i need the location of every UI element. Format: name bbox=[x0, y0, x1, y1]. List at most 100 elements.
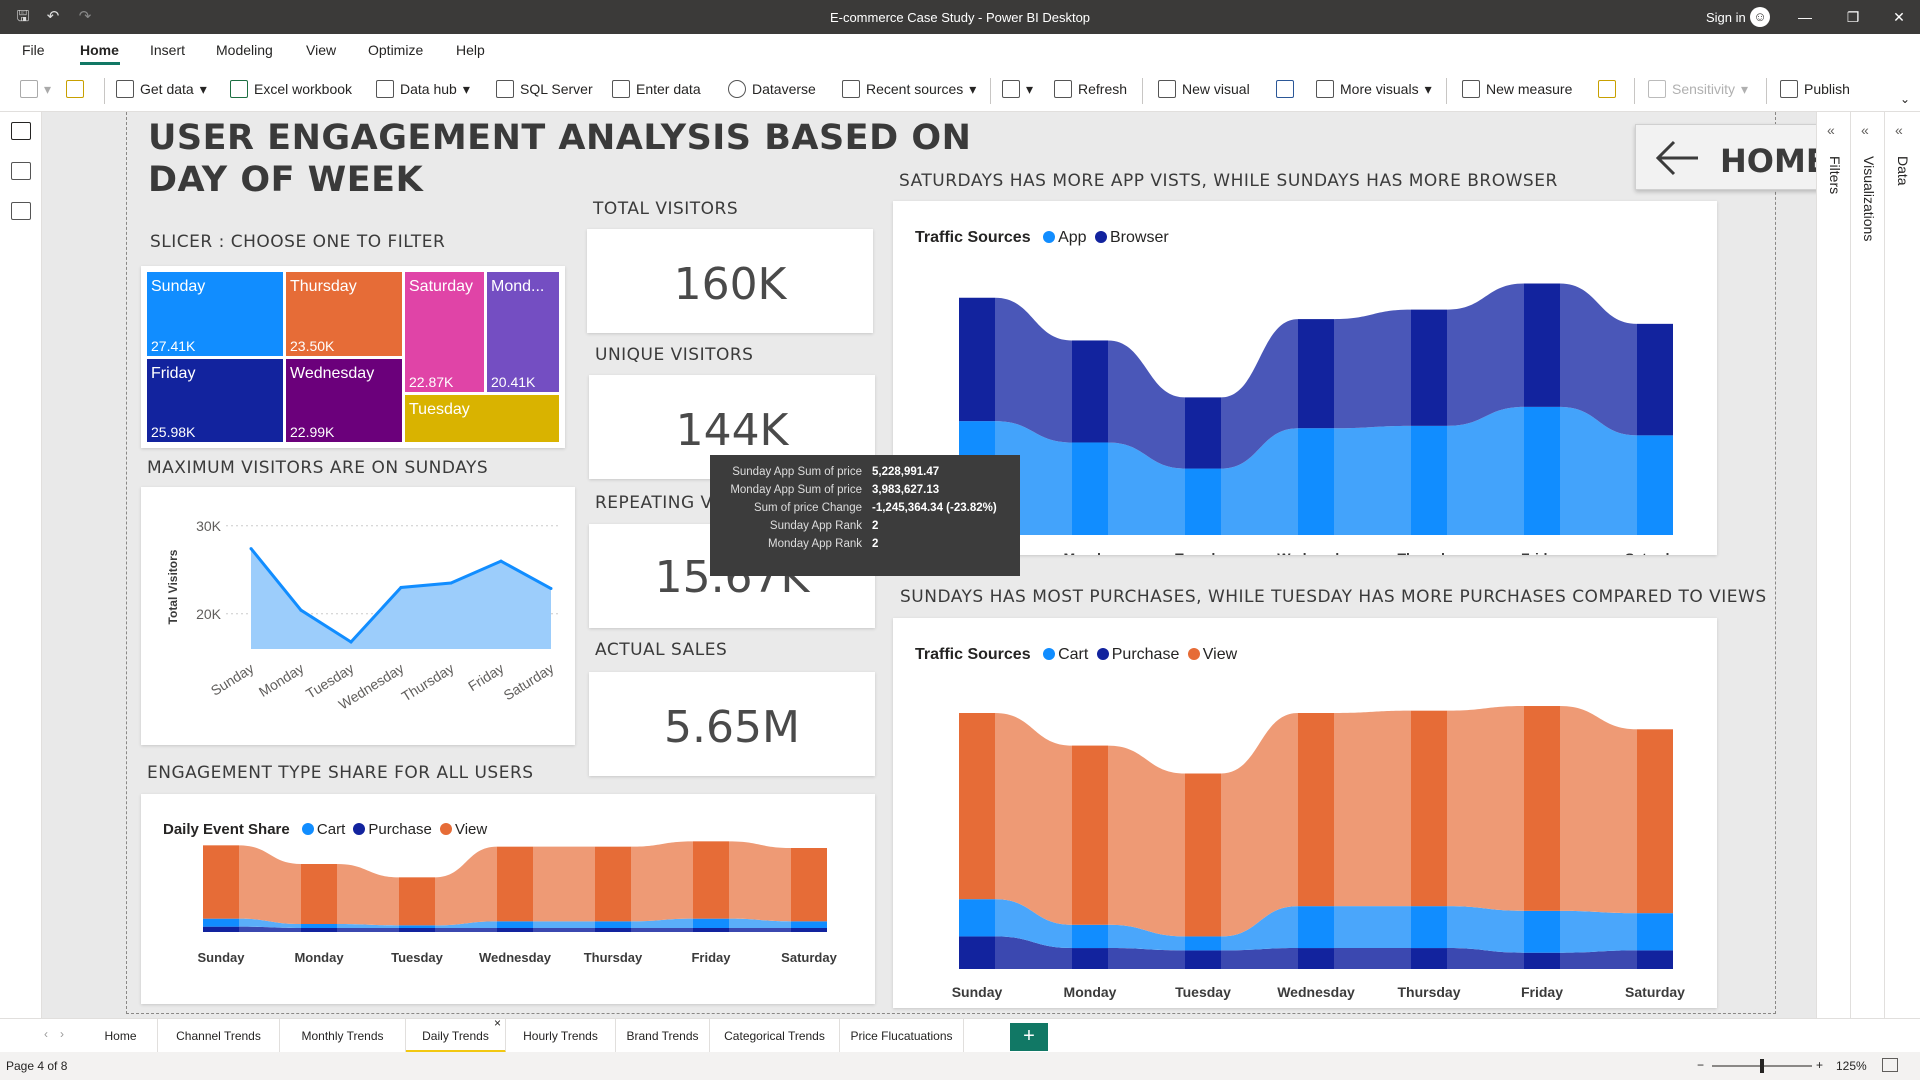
new-visual-button[interactable]: New visual bbox=[1158, 80, 1250, 98]
data-point[interactable] bbox=[399, 585, 403, 589]
tab-home[interactable]: Home bbox=[84, 1019, 158, 1053]
ribbon-column-segment[interactable] bbox=[791, 848, 827, 922]
expand-visualizations-icon[interactable]: « bbox=[1861, 122, 1869, 138]
legend-purchase[interactable]: Purchase bbox=[368, 821, 432, 838]
get-data-button[interactable]: Get data ▾ bbox=[116, 80, 207, 98]
tab-scroll-left-icon[interactable]: ‹ bbox=[44, 1027, 48, 1041]
ribbon-column-segment[interactable] bbox=[693, 928, 729, 932]
recent-sources-button[interactable]: Recent sources ▾ bbox=[842, 80, 976, 98]
save-icon[interactable]: 🖫 bbox=[16, 8, 30, 25]
visualizations-pane[interactable]: « Visualizations bbox=[1851, 112, 1885, 1018]
tab-scroll-right-icon[interactable]: › bbox=[60, 1027, 64, 1041]
ribbon-column-segment[interactable] bbox=[595, 928, 631, 932]
new-measure-button[interactable]: New measure bbox=[1462, 80, 1572, 98]
treemap-cell-mond[interactable]: Mond... 20.41K bbox=[486, 271, 560, 393]
ribbon-column-segment[interactable] bbox=[1072, 745, 1108, 925]
ribbon-column-segment[interactable] bbox=[693, 841, 729, 919]
menu-home[interactable]: Home bbox=[80, 42, 119, 58]
zoom-in-button[interactable]: + bbox=[1816, 1058, 1824, 1072]
ribbon-column-segment[interactable] bbox=[497, 846, 533, 922]
ribbon-column-segment[interactable] bbox=[301, 928, 337, 932]
ribbon-column-segment[interactable] bbox=[399, 925, 435, 928]
close-tab-icon[interactable]: × bbox=[494, 1016, 502, 1030]
ribbon-column-segment[interactable] bbox=[959, 936, 995, 969]
ribbon-column-segment[interactable] bbox=[791, 928, 827, 932]
ribbon-column-segment[interactable] bbox=[1298, 948, 1334, 969]
ribbon-column-segment[interactable] bbox=[1298, 906, 1334, 949]
treemap-cell-saturday[interactable]: Saturday 22.87K bbox=[404, 271, 485, 393]
tab-channel-trends[interactable]: Channel Trends bbox=[158, 1019, 280, 1053]
sql-server-button[interactable]: SQL Server bbox=[496, 80, 593, 98]
ribbon-column-segment[interactable] bbox=[1637, 729, 1673, 914]
visitors-line-chart[interactable]: 30K 20K Total Visitors Sunday Monday Tuesday W… bbox=[141, 487, 575, 745]
ribbon-column-segment[interactable] bbox=[1524, 706, 1560, 911]
ribbon-column-segment[interactable] bbox=[1524, 406, 1560, 535]
ribbon-column-segment[interactable] bbox=[1524, 952, 1560, 969]
sign-in-link[interactable]: Sign in bbox=[1706, 10, 1746, 25]
ribbon-column-segment[interactable] bbox=[1637, 435, 1673, 535]
ribbon-column-segment[interactable] bbox=[959, 899, 995, 937]
ribbon-column-segment[interactable] bbox=[959, 713, 995, 900]
filters-pane[interactable]: « Filters bbox=[1817, 112, 1851, 1018]
ribbon-column-segment[interactable] bbox=[1072, 442, 1108, 535]
ribbon-column-segment[interactable] bbox=[203, 918, 239, 927]
treemap-cell-thursday[interactable]: Thursday 23.50K bbox=[285, 271, 403, 357]
ribbon-column-segment[interactable] bbox=[1185, 773, 1221, 937]
home-button[interactable]: HOME bbox=[1635, 124, 1841, 190]
tab-price-flucatuations[interactable]: Price Flucatuations bbox=[840, 1019, 964, 1053]
ribbon-column-segment[interactable] bbox=[1072, 340, 1108, 443]
publish-button[interactable]: Publish bbox=[1780, 80, 1850, 98]
app-browser-ribbon-chart[interactable]: Traffic Sources App Browser SundayMonday… bbox=[893, 201, 1717, 555]
format-painter-button[interactable] bbox=[66, 80, 84, 98]
restore-button[interactable]: ❐ bbox=[1846, 9, 1860, 25]
refresh-button[interactable]: Refresh bbox=[1054, 80, 1127, 98]
ribbon-column-segment[interactable] bbox=[1411, 948, 1447, 969]
engagement-ribbon-chart[interactable]: Daily Event Share Cart Purchase View Sun… bbox=[141, 794, 875, 1004]
data-hub-button[interactable]: Data hub ▾ bbox=[376, 80, 470, 98]
ribbon-column-segment[interactable] bbox=[203, 845, 239, 919]
data-pane-label[interactable]: Data bbox=[1895, 156, 1911, 186]
zoom-out-button[interactable]: − bbox=[1697, 1058, 1705, 1072]
quick-measure-button[interactable] bbox=[1598, 80, 1616, 98]
ribbon-column-segment[interactable] bbox=[203, 926, 239, 932]
ribbon-column-segment[interactable] bbox=[1298, 713, 1334, 907]
more-visuals-button[interactable]: More visuals ▾ bbox=[1316, 80, 1432, 98]
ribbon-column-segment[interactable] bbox=[1637, 950, 1673, 969]
menu-insert[interactable]: Insert bbox=[150, 42, 186, 58]
expand-data-icon[interactable]: « bbox=[1895, 122, 1903, 138]
legend-view[interactable]: View bbox=[454, 821, 488, 838]
dataverse-button[interactable]: Dataverse bbox=[728, 80, 816, 98]
treemap-cell-friday[interactable]: Friday 25.98K bbox=[146, 358, 284, 443]
menu-modeling[interactable]: Modeling bbox=[216, 42, 273, 58]
ribbon-column-segment[interactable] bbox=[1524, 910, 1560, 953]
treemap-cell-sunday[interactable]: Sunday 27.41K bbox=[146, 271, 284, 357]
redo-icon[interactable]: ↷ bbox=[78, 8, 92, 25]
ribbon-column-segment[interactable] bbox=[497, 921, 533, 928]
tab-monthly-trends[interactable]: Monthly Trends bbox=[280, 1019, 406, 1053]
text-box-button[interactable] bbox=[1276, 80, 1294, 98]
purchase-ribbon-chart[interactable]: Traffic Sources Cart Purchase View Sunda… bbox=[893, 618, 1717, 1008]
legend-view2[interactable]: View bbox=[1202, 646, 1238, 663]
treemap-cell-wednesday[interactable]: Wednesday 22.99K bbox=[285, 358, 403, 443]
ribbon-column-segment[interactable] bbox=[399, 928, 435, 932]
minimize-button[interactable]: — bbox=[1798, 9, 1812, 25]
add-page-button[interactable]: + bbox=[1010, 1023, 1048, 1051]
fit-to-page-icon[interactable] bbox=[1882, 1058, 1898, 1072]
ribbon-column-segment[interactable] bbox=[1185, 468, 1221, 535]
data-point[interactable] bbox=[449, 581, 453, 585]
ribbon-column-segment[interactable] bbox=[1637, 913, 1673, 951]
menu-view[interactable]: View bbox=[306, 42, 337, 58]
ribbon-column-segment[interactable] bbox=[1411, 710, 1447, 907]
total-visitors-card[interactable]: 160K bbox=[587, 229, 873, 333]
data-point[interactable] bbox=[349, 640, 353, 644]
ribbon-column-segment[interactable] bbox=[399, 877, 435, 926]
ribbon-column-segment[interactable] bbox=[1411, 906, 1447, 949]
tab-brand-trends[interactable]: Brand Trends bbox=[616, 1019, 710, 1053]
avatar[interactable]: ☺ bbox=[1750, 7, 1770, 27]
ribbon-column-segment[interactable] bbox=[1298, 428, 1334, 535]
ribbon-column-segment[interactable] bbox=[693, 918, 729, 928]
ribbon-column-segment[interactable] bbox=[301, 924, 337, 928]
menu-help[interactable]: Help bbox=[456, 42, 485, 58]
ribbon-column-segment[interactable] bbox=[1072, 948, 1108, 969]
close-window-button[interactable]: ✕ bbox=[1893, 9, 1905, 25]
